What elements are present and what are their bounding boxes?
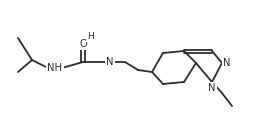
Text: H: H (88, 32, 94, 40)
Text: N: N (223, 58, 230, 68)
Text: N: N (208, 83, 216, 93)
Text: O: O (79, 39, 87, 49)
Text: N: N (106, 57, 114, 67)
Text: NH: NH (48, 63, 62, 73)
